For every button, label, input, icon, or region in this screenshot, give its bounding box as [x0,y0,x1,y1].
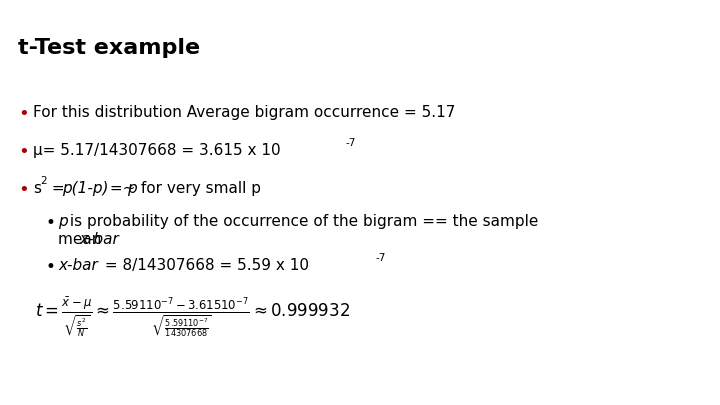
Text: •: • [18,143,29,161]
Text: mean: mean [58,232,107,247]
Text: t-Test example: t-Test example [18,38,200,58]
Text: p: p [127,181,137,196]
Text: μ= 5.17/14307668 = 3.615 x 10: μ= 5.17/14307668 = 3.615 x 10 [33,143,281,158]
Text: -7: -7 [345,138,356,148]
Text: •: • [18,105,29,123]
Text: -7: -7 [376,253,387,263]
Text: For this distribution Average bigram occurrence = 5.17: For this distribution Average bigram occ… [33,105,455,120]
Text: s: s [33,181,41,196]
Text: = 8/14307668 = 5.59 x 10: = 8/14307668 = 5.59 x 10 [100,258,309,273]
Text: is probability of the occurrence of the bigram == the sample: is probability of the occurrence of the … [65,214,539,229]
Text: =∼: =∼ [105,181,140,196]
Text: =: = [47,181,70,196]
Text: p: p [58,214,68,229]
Text: $t = \frac{\bar{x} - \mu}{\sqrt{\frac{s^2}{N}}} \approx \frac{5.59110^{-7} - 3.6: $t = \frac{\bar{x} - \mu}{\sqrt{\frac{s^… [35,295,350,338]
Text: p(1-p): p(1-p) [62,181,109,196]
Text: for very small p: for very small p [136,181,261,196]
Text: 2: 2 [40,176,47,186]
Text: •: • [45,214,55,232]
Text: x-bar: x-bar [58,258,98,273]
Text: •: • [45,258,55,276]
Text: •: • [18,181,29,199]
Text: x-bar: x-bar [79,232,119,247]
